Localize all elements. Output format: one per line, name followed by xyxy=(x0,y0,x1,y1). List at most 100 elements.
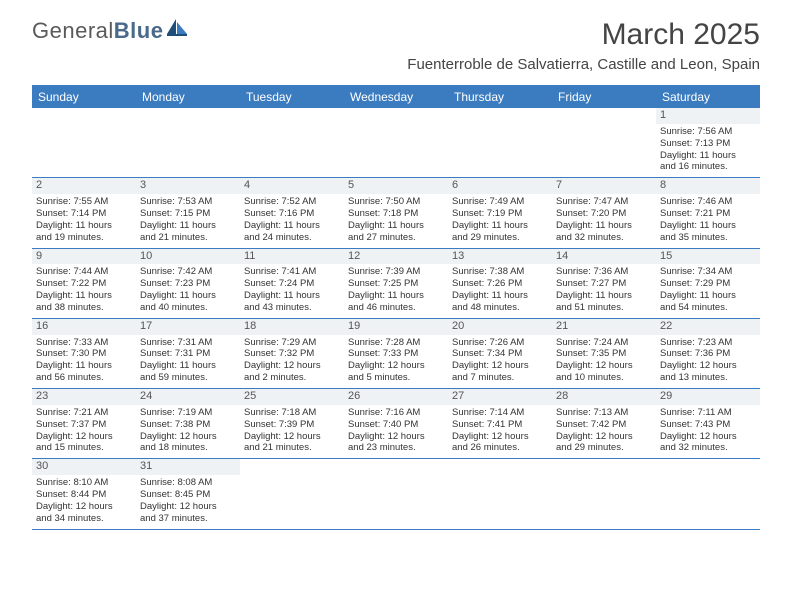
daylight-text: and 32 minutes. xyxy=(556,232,652,244)
empty-cell xyxy=(240,459,344,528)
daylight-text: Daylight: 11 hours xyxy=(452,220,548,232)
day-number: 5 xyxy=(344,178,448,194)
logo: GeneralBlue xyxy=(32,18,189,44)
day-number: 20 xyxy=(448,319,552,335)
day-number: 13 xyxy=(448,249,552,265)
sunset-text: Sunset: 8:45 PM xyxy=(140,489,236,501)
day-number: 8 xyxy=(656,178,760,194)
daylight-text: and 15 minutes. xyxy=(36,442,132,454)
day-cell: 2Sunrise: 7:55 AMSunset: 7:14 PMDaylight… xyxy=(32,178,136,247)
daylight-text: Daylight: 11 hours xyxy=(36,290,132,302)
day-cell: 9Sunrise: 7:44 AMSunset: 7:22 PMDaylight… xyxy=(32,249,136,318)
empty-cell xyxy=(656,459,760,528)
day-cell: 30Sunrise: 8:10 AMSunset: 8:44 PMDayligh… xyxy=(32,459,136,528)
sunset-text: Sunset: 7:39 PM xyxy=(244,419,340,431)
day-number: 25 xyxy=(240,389,344,405)
daylight-text: Daylight: 11 hours xyxy=(348,290,444,302)
day-cell: 31Sunrise: 8:08 AMSunset: 8:45 PMDayligh… xyxy=(136,459,240,528)
daylight-text: Daylight: 12 hours xyxy=(36,431,132,443)
sunset-text: Sunset: 7:35 PM xyxy=(556,348,652,360)
daylight-text: and 23 minutes. xyxy=(348,442,444,454)
daylight-text: Daylight: 12 hours xyxy=(140,501,236,513)
empty-cell xyxy=(344,108,448,177)
day-cell: 6Sunrise: 7:49 AMSunset: 7:19 PMDaylight… xyxy=(448,178,552,247)
day-number: 9 xyxy=(32,249,136,265)
sunrise-text: Sunrise: 7:16 AM xyxy=(348,407,444,419)
daylight-text: Daylight: 12 hours xyxy=(36,501,132,513)
sunrise-text: Sunrise: 8:08 AM xyxy=(140,477,236,489)
week-row: 9Sunrise: 7:44 AMSunset: 7:22 PMDaylight… xyxy=(32,249,760,319)
day-number: 4 xyxy=(240,178,344,194)
sunrise-text: Sunrise: 7:28 AM xyxy=(348,337,444,349)
sunset-text: Sunset: 7:13 PM xyxy=(660,138,756,150)
daylight-text: and 43 minutes. xyxy=(244,302,340,314)
month-title: March 2025 xyxy=(407,18,760,52)
daylight-text: and 40 minutes. xyxy=(140,302,236,314)
weekday-header: Thursday xyxy=(448,86,552,108)
sunset-text: Sunset: 7:21 PM xyxy=(660,208,756,220)
daylight-text: Daylight: 11 hours xyxy=(452,290,548,302)
sunset-text: Sunset: 7:40 PM xyxy=(348,419,444,431)
day-number: 12 xyxy=(344,249,448,265)
sunrise-text: Sunrise: 7:52 AM xyxy=(244,196,340,208)
daylight-text: and 29 minutes. xyxy=(452,232,548,244)
sunset-text: Sunset: 7:42 PM xyxy=(556,419,652,431)
daylight-text: and 34 minutes. xyxy=(36,513,132,525)
sunset-text: Sunset: 7:19 PM xyxy=(452,208,548,220)
sunset-text: Sunset: 7:41 PM xyxy=(452,419,548,431)
day-number: 27 xyxy=(448,389,552,405)
empty-cell xyxy=(448,459,552,528)
sunset-text: Sunset: 8:44 PM xyxy=(36,489,132,501)
daylight-text: and 5 minutes. xyxy=(348,372,444,384)
day-cell: 16Sunrise: 7:33 AMSunset: 7:30 PMDayligh… xyxy=(32,319,136,388)
daylight-text: and 26 minutes. xyxy=(452,442,548,454)
sunrise-text: Sunrise: 7:18 AM xyxy=(244,407,340,419)
weekday-header: Friday xyxy=(552,86,656,108)
sunrise-text: Sunrise: 7:11 AM xyxy=(660,407,756,419)
day-number: 23 xyxy=(32,389,136,405)
daylight-text: and 29 minutes. xyxy=(556,442,652,454)
daylight-text: and 2 minutes. xyxy=(244,372,340,384)
daylight-text: and 18 minutes. xyxy=(140,442,236,454)
week-row: 23Sunrise: 7:21 AMSunset: 7:37 PMDayligh… xyxy=(32,389,760,459)
daylight-text: Daylight: 11 hours xyxy=(140,360,236,372)
sunrise-text: Sunrise: 7:21 AM xyxy=(36,407,132,419)
daylight-text: Daylight: 12 hours xyxy=(660,431,756,443)
sunset-text: Sunset: 7:24 PM xyxy=(244,278,340,290)
day-cell: 18Sunrise: 7:29 AMSunset: 7:32 PMDayligh… xyxy=(240,319,344,388)
daylight-text: Daylight: 11 hours xyxy=(556,290,652,302)
sunset-text: Sunset: 7:23 PM xyxy=(140,278,236,290)
daylight-text: and 10 minutes. xyxy=(556,372,652,384)
day-cell: 5Sunrise: 7:50 AMSunset: 7:18 PMDaylight… xyxy=(344,178,448,247)
daylight-text: Daylight: 11 hours xyxy=(556,220,652,232)
day-cell: 13Sunrise: 7:38 AMSunset: 7:26 PMDayligh… xyxy=(448,249,552,318)
sunrise-text: Sunrise: 7:49 AM xyxy=(452,196,548,208)
daylight-text: Daylight: 12 hours xyxy=(348,360,444,372)
sunrise-text: Sunrise: 7:19 AM xyxy=(140,407,236,419)
sunrise-text: Sunrise: 7:13 AM xyxy=(556,407,652,419)
day-number: 1 xyxy=(656,108,760,124)
sunset-text: Sunset: 7:27 PM xyxy=(556,278,652,290)
day-number: 29 xyxy=(656,389,760,405)
daylight-text: Daylight: 12 hours xyxy=(556,360,652,372)
daylight-text: Daylight: 11 hours xyxy=(244,220,340,232)
sunrise-text: Sunrise: 7:53 AM xyxy=(140,196,236,208)
day-cell: 25Sunrise: 7:18 AMSunset: 7:39 PMDayligh… xyxy=(240,389,344,458)
sunrise-text: Sunrise: 7:47 AM xyxy=(556,196,652,208)
sunset-text: Sunset: 7:26 PM xyxy=(452,278,548,290)
daylight-text: and 35 minutes. xyxy=(660,232,756,244)
day-cell: 27Sunrise: 7:14 AMSunset: 7:41 PMDayligh… xyxy=(448,389,552,458)
sunrise-text: Sunrise: 7:23 AM xyxy=(660,337,756,349)
daylight-text: Daylight: 12 hours xyxy=(348,431,444,443)
sunrise-text: Sunrise: 7:46 AM xyxy=(660,196,756,208)
daylight-text: and 32 minutes. xyxy=(660,442,756,454)
sunset-text: Sunset: 7:36 PM xyxy=(660,348,756,360)
day-cell: 1Sunrise: 7:56 AMSunset: 7:13 PMDaylight… xyxy=(656,108,760,177)
sunset-text: Sunset: 7:31 PM xyxy=(140,348,236,360)
sunrise-text: Sunrise: 7:34 AM xyxy=(660,266,756,278)
week-row: 30Sunrise: 8:10 AMSunset: 8:44 PMDayligh… xyxy=(32,459,760,529)
day-cell: 17Sunrise: 7:31 AMSunset: 7:31 PMDayligh… xyxy=(136,319,240,388)
sunrise-text: Sunrise: 7:38 AM xyxy=(452,266,548,278)
sunrise-text: Sunrise: 7:36 AM xyxy=(556,266,652,278)
weekday-header-row: SundayMondayTuesdayWednesdayThursdayFrid… xyxy=(32,86,760,108)
